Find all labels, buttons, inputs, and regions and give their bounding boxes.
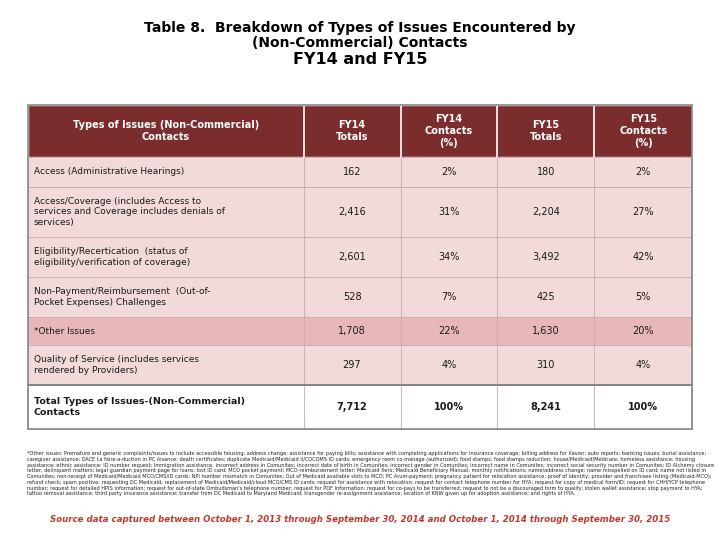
Text: 162: 162: [343, 167, 361, 177]
Text: 3,492: 3,492: [532, 252, 559, 262]
Text: *Other issues: Premature and generic complaints/issues to include accessible hou: *Other issues: Premature and generic com…: [27, 451, 714, 496]
Text: Access/Coverage (includes Access to
services and Coverage includes denials of
se: Access/Coverage (includes Access to serv…: [34, 197, 225, 227]
Text: 2%: 2%: [441, 167, 456, 177]
Text: 8,241: 8,241: [531, 402, 562, 412]
Text: 100%: 100%: [434, 402, 464, 412]
Text: FY15
Contacts
(%): FY15 Contacts (%): [619, 113, 667, 148]
Bar: [28, 385, 692, 429]
Bar: [28, 345, 692, 385]
Text: 1,708: 1,708: [338, 326, 366, 336]
Text: 180: 180: [536, 167, 555, 177]
Text: 27%: 27%: [632, 207, 654, 217]
Text: (Non-Commercial) Contacts: (Non-Commercial) Contacts: [252, 36, 468, 50]
Bar: [28, 105, 692, 429]
Text: Eligibility/Recertication  (status of
eligibility/verification of coverage): Eligibility/Recertication (status of eli…: [34, 247, 190, 267]
Text: 22%: 22%: [438, 326, 460, 336]
Text: 2,204: 2,204: [532, 207, 560, 217]
Bar: [28, 105, 692, 157]
Text: 34%: 34%: [438, 252, 459, 262]
Text: Access (Administrative Hearings): Access (Administrative Hearings): [34, 167, 184, 177]
Text: 528: 528: [343, 292, 361, 302]
Text: 4%: 4%: [636, 360, 651, 370]
Text: *Other Issues: *Other Issues: [34, 327, 95, 335]
Text: Table 8.  Breakdown of Types of Issues Encountered by: Table 8. Breakdown of Types of Issues En…: [144, 21, 576, 35]
Text: 7%: 7%: [441, 292, 456, 302]
Text: FY14 and FY15: FY14 and FY15: [293, 52, 427, 67]
Text: Types of Issues (Non-Commercial)
Contacts: Types of Issues (Non-Commercial) Contact…: [73, 120, 259, 142]
Text: 42%: 42%: [632, 252, 654, 262]
Text: 2,601: 2,601: [338, 252, 366, 262]
Text: FY14
Contacts
(%): FY14 Contacts (%): [425, 113, 473, 148]
Text: FY15
Totals: FY15 Totals: [530, 120, 562, 142]
Text: Quality of Service (includes services
rendered by Providers): Quality of Service (includes services re…: [34, 355, 199, 375]
Text: 425: 425: [536, 292, 555, 302]
Bar: [28, 157, 692, 187]
Bar: [28, 237, 692, 277]
Bar: [28, 277, 692, 317]
Text: 31%: 31%: [438, 207, 459, 217]
Text: 7,712: 7,712: [337, 402, 367, 412]
Text: 4%: 4%: [441, 360, 456, 370]
Text: 100%: 100%: [628, 402, 658, 412]
Text: Non-Payment/Reimbursement  (Out-of-
Pocket Expenses) Challenges: Non-Payment/Reimbursement (Out-of- Pocke…: [34, 287, 210, 307]
Text: 297: 297: [343, 360, 361, 370]
Text: 1,630: 1,630: [532, 326, 559, 336]
Text: 310: 310: [536, 360, 555, 370]
Text: FY14
Totals: FY14 Totals: [336, 120, 369, 142]
Text: 20%: 20%: [632, 326, 654, 336]
Text: 2,416: 2,416: [338, 207, 366, 217]
Bar: [28, 317, 692, 345]
Text: Source data captured between October 1, 2013 through September 30, 2014 and Octo: Source data captured between October 1, …: [50, 515, 670, 524]
Text: Total Types of Issues-(Non-Commercial)
Contacts: Total Types of Issues-(Non-Commercial) C…: [34, 397, 245, 417]
Text: 5%: 5%: [636, 292, 651, 302]
Bar: [28, 187, 692, 237]
Text: 2%: 2%: [636, 167, 651, 177]
